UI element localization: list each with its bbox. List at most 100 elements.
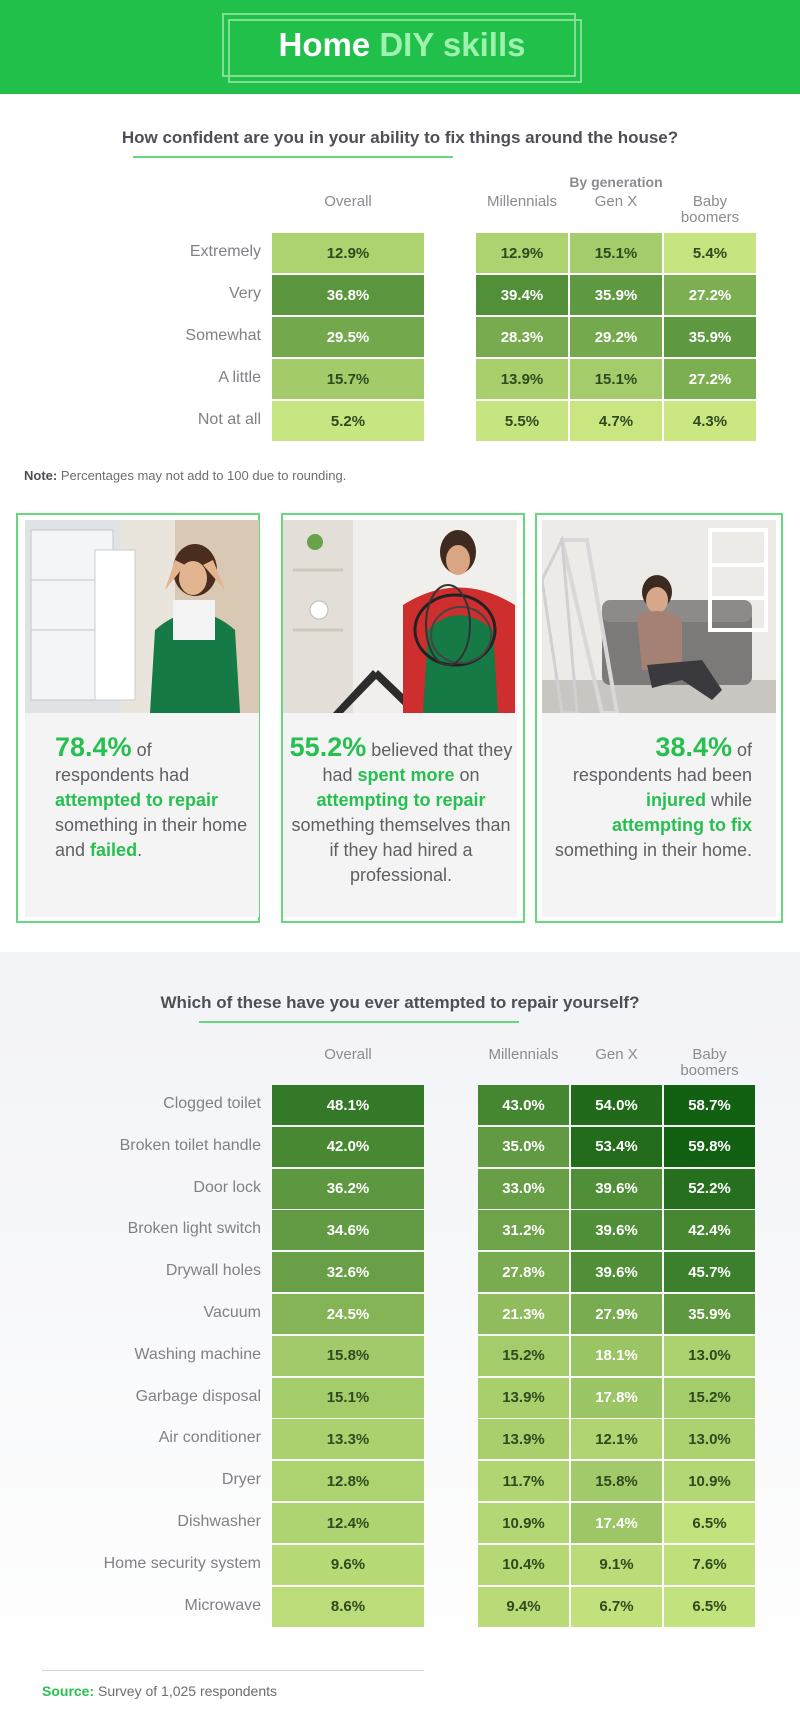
row-label-clogged-toilet: Clogged toilet <box>163 1095 261 1112</box>
cell-garbage-disposal-millennials: 13.9% <box>478 1377 569 1418</box>
cell-drywall-holes-gen-x: 39.6% <box>571 1252 662 1293</box>
cell-home-security-system-millennials: 10.4% <box>478 1544 569 1585</box>
cell-broken-light-switch-overall: 34.6% <box>272 1210 424 1251</box>
row-label-broken-toilet-handle: Broken toilet handle <box>119 1136 261 1154</box>
cell-washing-machine-millennials: 15.2% <box>478 1335 569 1376</box>
card-highlight: spent more <box>357 765 455 785</box>
row-label-somewhat: Somewhat <box>185 327 261 344</box>
cell-garbage-disposal-baby-boomers: 15.2% <box>664 1377 755 1418</box>
cell-air-conditioner-overall: 13.3% <box>272 1419 424 1460</box>
card-stat: 78.4% <box>55 732 132 762</box>
row-label-air-conditioner: Air conditioner <box>158 1429 261 1447</box>
cell-a-little-millennials: 13.9% <box>476 359 568 399</box>
table1-title-underline <box>133 156 453 158</box>
cell-somewhat-gen-x: 29.2% <box>570 317 662 357</box>
cell-broken-toilet-handle-gen-x: 53.4% <box>571 1126 662 1167</box>
cell-somewhat-baby-boomers: 35.9% <box>664 317 756 357</box>
cell-washing-machine-baby-boomers: 13.0% <box>664 1335 755 1376</box>
row-label-microwave: Microwave <box>184 1596 261 1614</box>
cell-somewhat-overall: 29.5% <box>272 317 424 357</box>
card-stat: 38.4% <box>655 732 732 762</box>
row-label-dryer: Dryer <box>221 1471 261 1489</box>
cell-home-security-system-baby-boomers: 7.6% <box>664 1544 755 1585</box>
cell-somewhat-millennials: 28.3% <box>476 317 568 357</box>
cell-vacuum-overall: 24.5% <box>272 1294 424 1334</box>
cell-door-lock-baby-boomers: 52.2% <box>664 1168 755 1209</box>
cell-home-security-system-overall: 9.6% <box>272 1544 424 1585</box>
cell-extremely-millennials: 12.9% <box>476 233 568 273</box>
cell-extremely-overall: 12.9% <box>272 233 424 273</box>
card-3-text: 38.4% of respondents had been injured wh… <box>552 732 752 863</box>
cell-home-security-system-gen-x: 9.1% <box>571 1544 662 1585</box>
column-header-overall: Overall <box>324 193 372 210</box>
cell-a-little-overall: 15.7% <box>272 359 424 399</box>
row-label-not-at-all: Not at all <box>197 411 261 428</box>
cell-garbage-disposal-overall: 15.1% <box>272 1377 424 1418</box>
table2-title-underline <box>199 1021 519 1023</box>
row-label-broken-light-switch: Broken light switch <box>127 1220 261 1238</box>
cell-dishwasher-gen-x: 17.4% <box>571 1503 662 1543</box>
card-stat: 55.2% <box>289 732 367 762</box>
card-2-frame <box>281 513 525 923</box>
cell-broken-toilet-handle-baby-boomers: 59.8% <box>664 1126 755 1167</box>
card-text-segment: something in their home. <box>554 840 752 860</box>
card-text-segment: while <box>705 790 752 810</box>
row-label-vacuum: Vacuum <box>203 1304 261 1321</box>
row-label-extremely: Extremely <box>189 243 261 260</box>
card-highlight: attempting to fix <box>612 815 752 835</box>
cell-dryer-millennials: 11.7% <box>478 1461 569 1502</box>
cell-door-lock-overall: 36.2% <box>272 1168 424 1209</box>
cell-dishwasher-baby-boomers: 6.5% <box>664 1503 755 1543</box>
cell-not-at-all-millennials: 5.5% <box>476 401 568 441</box>
cell-drywall-holes-overall: 32.6% <box>272 1252 424 1293</box>
column-header-millennials: Millennials <box>488 1046 559 1063</box>
column-header-baby-boomers: Baby boomers <box>680 193 740 226</box>
cell-not-at-all-baby-boomers: 4.3% <box>664 401 756 441</box>
column-header-millennials: Millennials <box>486 193 558 210</box>
cell-not-at-all-gen-x: 4.7% <box>570 401 662 441</box>
row-label-garbage-disposal: Garbage disposal <box>135 1387 261 1405</box>
card-highlight: failed <box>90 840 138 860</box>
cell-clogged-toilet-gen-x: 54.0% <box>571 1085 662 1125</box>
card-text-segment: believed that they had <box>322 740 513 785</box>
table2-title: Which of these have you ever attempted t… <box>160 993 640 1012</box>
card-3-frame <box>535 513 783 923</box>
card-1-text: 78.4% of respondents had attempted to re… <box>55 732 255 863</box>
cell-air-conditioner-baby-boomers: 13.0% <box>664 1419 755 1460</box>
cell-broken-toilet-handle-overall: 42.0% <box>272 1126 424 1167</box>
card-text-segment: something in their home and <box>55 815 248 860</box>
card-text-segment: something themselves than if they had hi… <box>291 815 511 885</box>
row-label-drywall-holes: Drywall holes <box>165 1262 261 1280</box>
cell-air-conditioner-gen-x: 12.1% <box>571 1419 662 1460</box>
row-label-home-security-system: Home security system <box>103 1554 261 1572</box>
header-banner <box>0 0 800 94</box>
cell-vacuum-millennials: 21.3% <box>478 1294 569 1334</box>
cell-door-lock-gen-x: 39.6% <box>571 1168 662 1209</box>
cell-very-baby-boomers: 27.2% <box>664 275 756 315</box>
card-2-text: 55.2% believed that they had spent more … <box>289 732 513 888</box>
cell-dryer-baby-boomers: 10.9% <box>664 1461 755 1502</box>
cell-very-overall: 36.8% <box>272 275 424 315</box>
title-frame <box>222 13 576 77</box>
card-2-photo <box>283 520 517 713</box>
title-frame-offset <box>228 19 582 83</box>
card-highlight: injured <box>645 790 706 810</box>
card-text-segment: on <box>454 765 480 785</box>
row-label-door-lock: Door lock <box>193 1178 261 1196</box>
cell-vacuum-baby-boomers: 35.9% <box>664 1294 755 1334</box>
cell-broken-light-switch-baby-boomers: 42.4% <box>664 1210 755 1251</box>
cell-clogged-toilet-overall: 48.1% <box>272 1085 424 1125</box>
cell-drywall-holes-baby-boomers: 45.7% <box>664 1252 755 1293</box>
cell-broken-light-switch-gen-x: 39.6% <box>571 1210 662 1251</box>
cell-dryer-overall: 12.8% <box>272 1461 424 1502</box>
page-title: Home DIY skills <box>278 26 526 63</box>
cell-washing-machine-overall: 15.8% <box>272 1335 424 1376</box>
cell-very-gen-x: 35.9% <box>570 275 662 315</box>
note: Note: Percentages may not add to 100 due… <box>24 468 347 483</box>
cell-dishwasher-overall: 12.4% <box>272 1503 424 1543</box>
cell-washing-machine-gen-x: 18.1% <box>571 1335 662 1376</box>
column-header-overall: Overall <box>324 1046 372 1063</box>
cell-door-lock-millennials: 33.0% <box>478 1168 569 1209</box>
cell-garbage-disposal-gen-x: 17.8% <box>571 1377 662 1418</box>
cell-dishwasher-millennials: 10.9% <box>478 1503 569 1543</box>
